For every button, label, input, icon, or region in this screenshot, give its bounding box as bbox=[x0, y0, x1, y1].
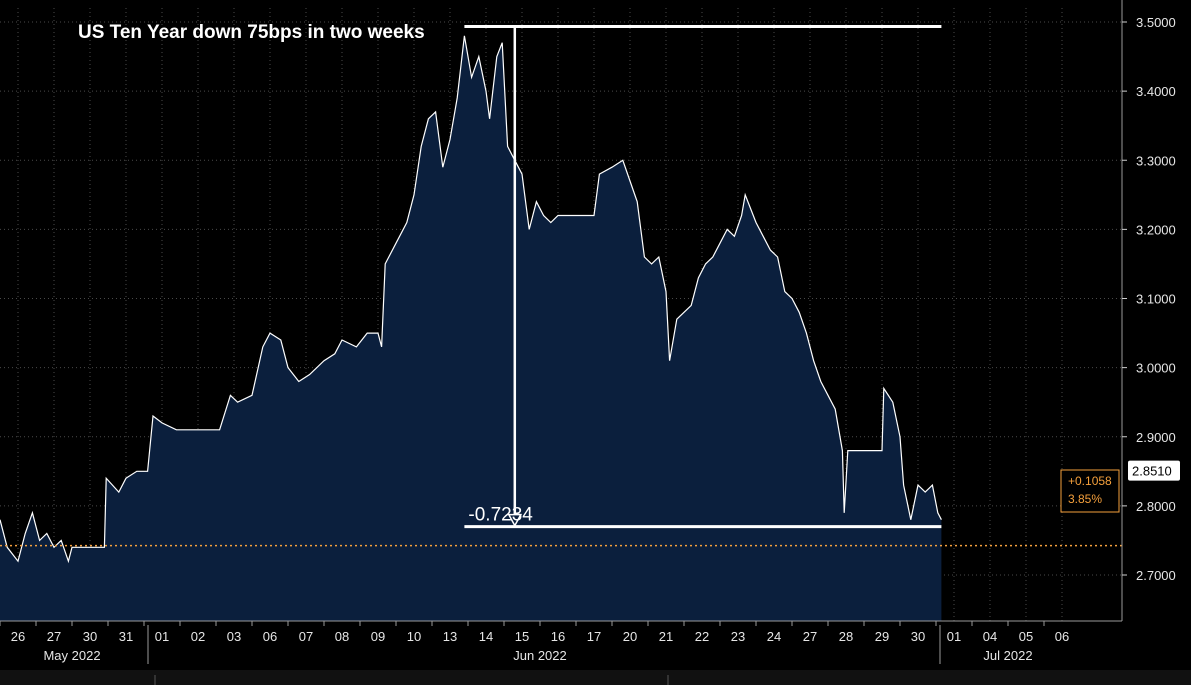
y-tick-label: 3.1000 bbox=[1136, 292, 1176, 307]
x-tick-label: 06 bbox=[1055, 629, 1069, 644]
x-tick-label: 22 bbox=[695, 629, 709, 644]
x-axis: 26 27 30 31 01 02 03 06 07 08 09 10 13 14 15 16 17 20 21 22… bbox=[0, 620, 1191, 685]
x-tick-label: 05 bbox=[1019, 629, 1033, 644]
delta-label: -0.7234 bbox=[468, 505, 533, 526]
y-tick-label: 3.3000 bbox=[1136, 153, 1176, 168]
x-tick-label: 13 bbox=[443, 629, 457, 644]
month-label: Jul 2022 bbox=[983, 648, 1032, 663]
x-tick-label: 23 bbox=[731, 629, 745, 644]
x-tick-label: 01 bbox=[947, 629, 961, 644]
bottom-bar bbox=[0, 670, 1191, 685]
x-tick-label: 31 bbox=[119, 629, 133, 644]
x-tick-label: 16 bbox=[551, 629, 565, 644]
x-tick-label: 06 bbox=[263, 629, 277, 644]
y-tick-label: 2.9000 bbox=[1136, 430, 1176, 445]
x-tick-label: 21 bbox=[659, 629, 673, 644]
x-tick-label: 08 bbox=[335, 629, 349, 644]
month-label: Jun 2022 bbox=[513, 648, 567, 663]
x-tick-label: 24 bbox=[767, 629, 781, 644]
area-layer bbox=[0, 35, 942, 622]
x-tick-label: 03 bbox=[227, 629, 241, 644]
x-tick-label: 20 bbox=[623, 629, 637, 644]
x-tick-label: 15 bbox=[515, 629, 529, 644]
x-tick-label: 02 bbox=[191, 629, 205, 644]
last-value-box bbox=[1128, 460, 1180, 481]
yield-line bbox=[0, 35, 942, 564]
last-value-label: 2.8510 bbox=[1132, 464, 1172, 479]
change-box bbox=[1060, 469, 1120, 513]
x-tick-label: 30 bbox=[911, 629, 925, 644]
month-label: May 2022 bbox=[43, 648, 100, 663]
chart-title: US Ten Year down 75bps in two weeks bbox=[78, 22, 425, 43]
y-tick-label: 3.0000 bbox=[1136, 361, 1176, 376]
x-tick-label: 26 bbox=[11, 629, 25, 644]
drop-arrow-head bbox=[507, 513, 523, 528]
x-tick-label: 29 bbox=[875, 629, 889, 644]
y-axis: 3.5000 3.4000 3.3000 3.2000 3.1000 3.0000 2.90… bbox=[1121, 0, 1176, 621]
change-badge: +0.1058 3.85% bbox=[1060, 469, 1120, 513]
x-tick-label: 04 bbox=[983, 629, 997, 644]
y-tick-label: 2.7000 bbox=[1136, 568, 1176, 583]
x-tick-label: 17 bbox=[587, 629, 601, 644]
x-tick-label: 07 bbox=[299, 629, 313, 644]
y-tick-label: 3.2000 bbox=[1136, 222, 1176, 237]
x-tick-label: 30 bbox=[83, 629, 97, 644]
annotation-layer bbox=[464, 25, 942, 529]
x-tick-label: 28 bbox=[839, 629, 853, 644]
x-tick-label: 14 bbox=[479, 629, 493, 644]
x-tick-label: 01 bbox=[155, 629, 169, 644]
x-tick-label: 27 bbox=[803, 629, 817, 644]
x-tick-label: 27 bbox=[47, 629, 61, 644]
change-value: +0.1058 bbox=[1068, 474, 1112, 488]
y-tick-label: 3.4000 bbox=[1136, 84, 1176, 99]
x-tick-label: 10 bbox=[407, 629, 421, 644]
y-tick-label: 3.5000 bbox=[1136, 15, 1176, 30]
yield-area bbox=[0, 35, 942, 622]
change-percent: 3.85% bbox=[1068, 492, 1102, 506]
y-tick-label: 2.8000 bbox=[1136, 499, 1176, 514]
last-value-badge: 2.8510 bbox=[1128, 460, 1180, 481]
x-tick-label: 09 bbox=[371, 629, 385, 644]
